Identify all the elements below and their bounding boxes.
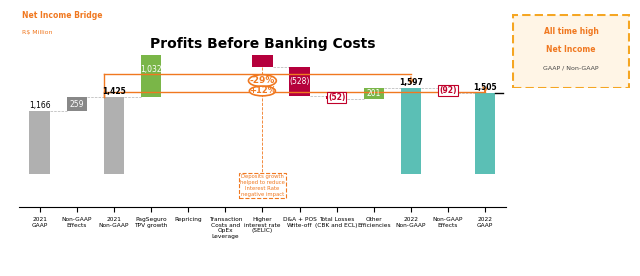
Bar [141,41,161,97]
Text: +12%: +12% [249,86,276,95]
Text: 1,166: 1,166 [29,101,51,110]
Bar [364,88,384,99]
Text: 259: 259 [70,100,84,109]
Text: 1,425: 1,425 [102,87,125,96]
Text: 668: 668 [181,19,195,28]
Text: 201: 201 [367,89,381,98]
Bar [104,97,124,174]
Bar [475,93,495,174]
Text: Profits Before Banking Costs: Profits Before Banking Costs [150,37,375,51]
Text: (52): (52) [328,93,346,102]
Text: 1,505: 1,505 [474,83,497,92]
Bar [438,88,458,93]
Text: R$ Million: R$ Million [22,30,53,35]
Text: Net Income: Net Income [547,45,596,54]
Text: (92): (92) [439,86,457,95]
Bar [67,97,87,111]
Text: (2,042): (2,042) [248,7,276,17]
Bar [215,0,236,5]
Text: GAAP / Non-GAAP: GAAP / Non-GAAP [543,66,599,71]
Text: Deposits growth
helped to reduce
Interest Rate
negative impact: Deposits growth helped to reduce Interes… [240,174,285,197]
Ellipse shape [250,86,275,96]
Text: (528): (528) [289,77,310,86]
Text: All time high: All time high [544,27,598,36]
Text: -29%: -29% [250,76,275,85]
Ellipse shape [248,75,276,87]
Bar [29,111,50,174]
Bar [401,88,421,174]
Bar [252,0,273,67]
Text: Net Income Bridge: Net Income Bridge [22,11,103,20]
FancyBboxPatch shape [513,15,629,87]
Bar [178,5,198,41]
Bar [326,96,347,99]
Text: 1,032: 1,032 [140,65,162,74]
Text: 1,597: 1,597 [399,78,423,87]
Bar [289,67,310,96]
